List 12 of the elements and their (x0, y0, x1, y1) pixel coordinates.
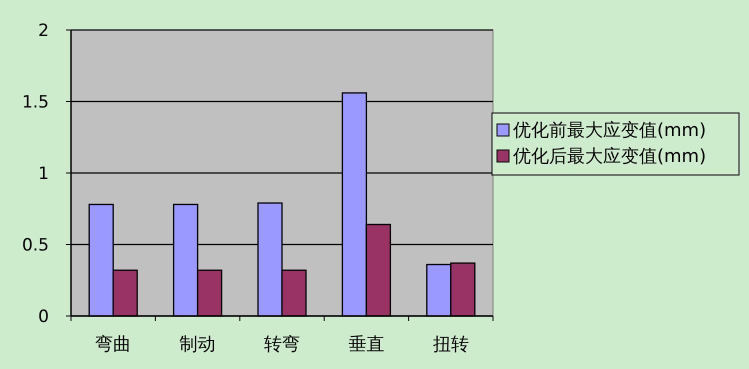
x-tick-label: 扭转 (432, 334, 469, 355)
y-tick-label: 0 (38, 307, 49, 327)
y-tick-label: 2 (38, 21, 49, 41)
x-tick-label: 制动 (180, 334, 216, 355)
y-tick-label: 0.5 (22, 236, 49, 256)
x-tick-label: 转弯 (264, 334, 300, 355)
y-tick-label: 1.5 (22, 92, 49, 112)
legend-label: 优化前最大应变值(mm) (513, 120, 706, 141)
x-tick-label: 垂直 (348, 334, 384, 355)
y-tick-label: 1 (38, 164, 49, 184)
legend-label: 优化后最大应变值(mm) (513, 146, 706, 167)
x-tick-label: 弯曲 (95, 334, 132, 355)
